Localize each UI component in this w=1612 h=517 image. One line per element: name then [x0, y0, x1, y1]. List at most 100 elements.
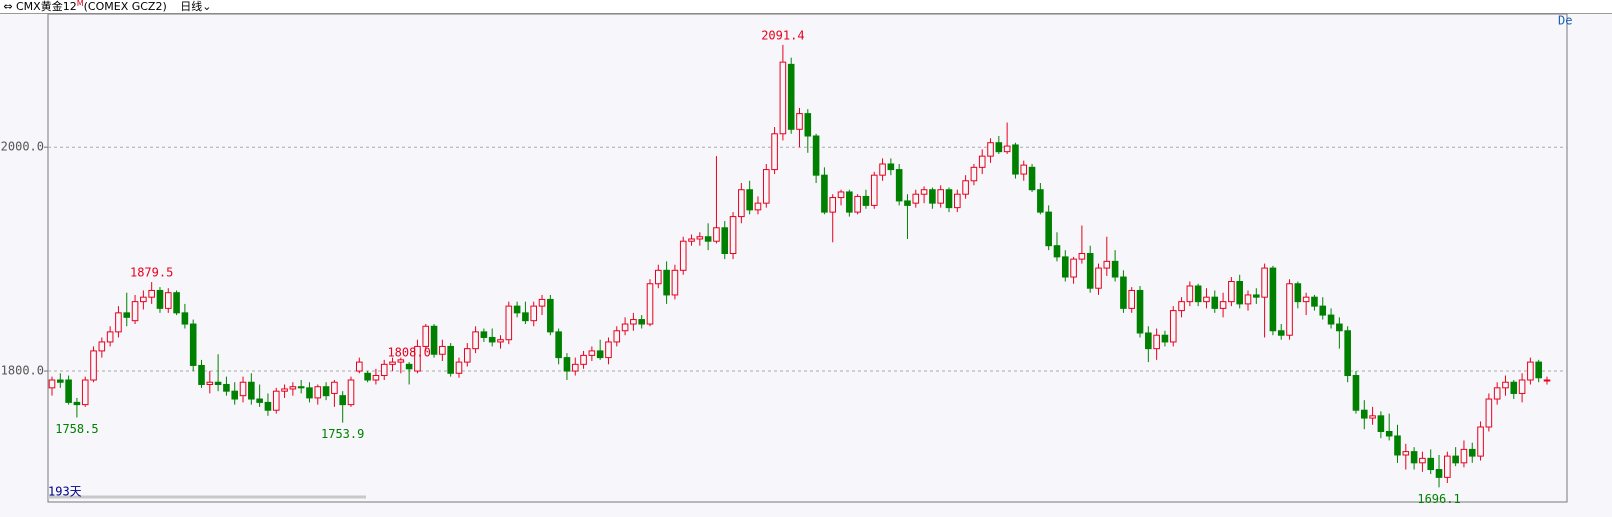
candle-body	[380, 363, 388, 377]
candle-body	[978, 155, 986, 168]
candle-body	[1169, 310, 1177, 343]
dropdown[interactable]: ⌄	[202, 0, 212, 13]
candle-body	[48, 379, 56, 389]
candle-body	[439, 345, 446, 355]
candle-body	[239, 381, 247, 397]
candle-body	[480, 331, 488, 338]
candle-body	[1178, 301, 1185, 312]
candle-body	[1037, 189, 1044, 213]
candle-body	[223, 383, 230, 392]
candle-body	[297, 386, 305, 389]
candle-body	[779, 61, 787, 135]
candle-body	[1360, 409, 1368, 419]
candle-body	[613, 330, 621, 343]
candle-body	[430, 325, 438, 355]
candle-body	[787, 63, 795, 130]
candle-body	[1045, 211, 1052, 247]
candle-body	[1502, 381, 1509, 389]
candle-body	[1111, 260, 1119, 278]
candle-body	[81, 379, 89, 406]
candle-body	[1344, 330, 1351, 377]
price-annotation: 2091.4	[761, 28, 804, 42]
candle-body	[405, 363, 413, 370]
period[interactable]: 日线	[180, 0, 203, 13]
candle-body	[1327, 314, 1335, 325]
candle-body	[895, 169, 903, 202]
candle-body	[522, 312, 529, 322]
candle-body	[846, 191, 853, 213]
candle-body	[945, 189, 953, 209]
candle-body	[696, 236, 704, 240]
candle-body	[272, 390, 280, 411]
candle-body	[1286, 283, 1293, 336]
candle-body	[256, 398, 263, 403]
corner-label: De	[1558, 14, 1572, 28]
candle-body	[1435, 469, 1443, 478]
candle-body	[1253, 294, 1260, 298]
candle-body	[306, 387, 313, 399]
candle-body	[106, 331, 114, 343]
candle-body	[181, 312, 189, 325]
candle-body	[738, 189, 745, 218]
candle-body	[721, 227, 729, 255]
candle-body	[704, 236, 712, 242]
candle-body	[73, 401, 81, 406]
candle-body	[638, 319, 645, 325]
candle-body	[962, 180, 969, 195]
candle-body	[1410, 451, 1418, 464]
candle-body	[1543, 379, 1551, 382]
candle-body	[1419, 457, 1426, 464]
candle-body	[289, 386, 297, 390]
candle-body	[1070, 258, 1077, 278]
candle-body	[214, 381, 222, 385]
candle-body	[1053, 245, 1061, 258]
candle-body	[1236, 281, 1243, 305]
candle-body	[455, 361, 463, 374]
candle-body	[90, 350, 97, 381]
candle-body	[1468, 448, 1476, 457]
candle-body	[1352, 375, 1360, 411]
candle-body	[671, 269, 679, 296]
candle-body	[596, 350, 604, 359]
candle-body	[1336, 323, 1343, 332]
candle-body	[538, 298, 546, 307]
candle-body	[563, 357, 571, 372]
candle-body	[754, 202, 762, 211]
candle-body	[987, 142, 994, 157]
candle-body	[1219, 301, 1227, 309]
candle-body	[729, 216, 737, 255]
candle-body	[771, 133, 778, 171]
symbol: CMX黄金12	[16, 0, 77, 13]
candle-body	[970, 166, 978, 182]
candle-body	[646, 283, 654, 325]
candle-body	[339, 395, 346, 406]
candle-body	[389, 361, 396, 365]
candle-body	[812, 135, 820, 176]
candle-body	[1269, 267, 1277, 332]
candle-body	[472, 331, 479, 350]
y-tick-label: 2000.0	[1, 140, 44, 154]
candle-body	[1452, 455, 1459, 464]
days-count: 193天	[48, 485, 82, 499]
candle-body	[1244, 294, 1252, 305]
candle-body	[1261, 267, 1268, 298]
candle-body	[98, 341, 106, 352]
candle-body	[1302, 296, 1310, 303]
candle-body	[123, 312, 131, 318]
candle-body	[1228, 281, 1235, 303]
candle-body	[115, 312, 122, 333]
candle-body	[356, 361, 363, 372]
candle-body	[804, 113, 812, 137]
candle-body	[1518, 379, 1526, 394]
candle-body	[1377, 415, 1385, 432]
candle-body	[331, 381, 338, 394]
candle-body	[663, 269, 670, 296]
link-icon[interactable]: ⇔	[3, 0, 13, 13]
candle-body	[1369, 415, 1376, 419]
candle-body	[505, 305, 513, 341]
candle-body	[621, 323, 629, 332]
candle-body	[762, 169, 770, 204]
candle-body	[1020, 164, 1028, 175]
candle-body	[1003, 145, 1011, 153]
candle-body	[1120, 276, 1127, 309]
